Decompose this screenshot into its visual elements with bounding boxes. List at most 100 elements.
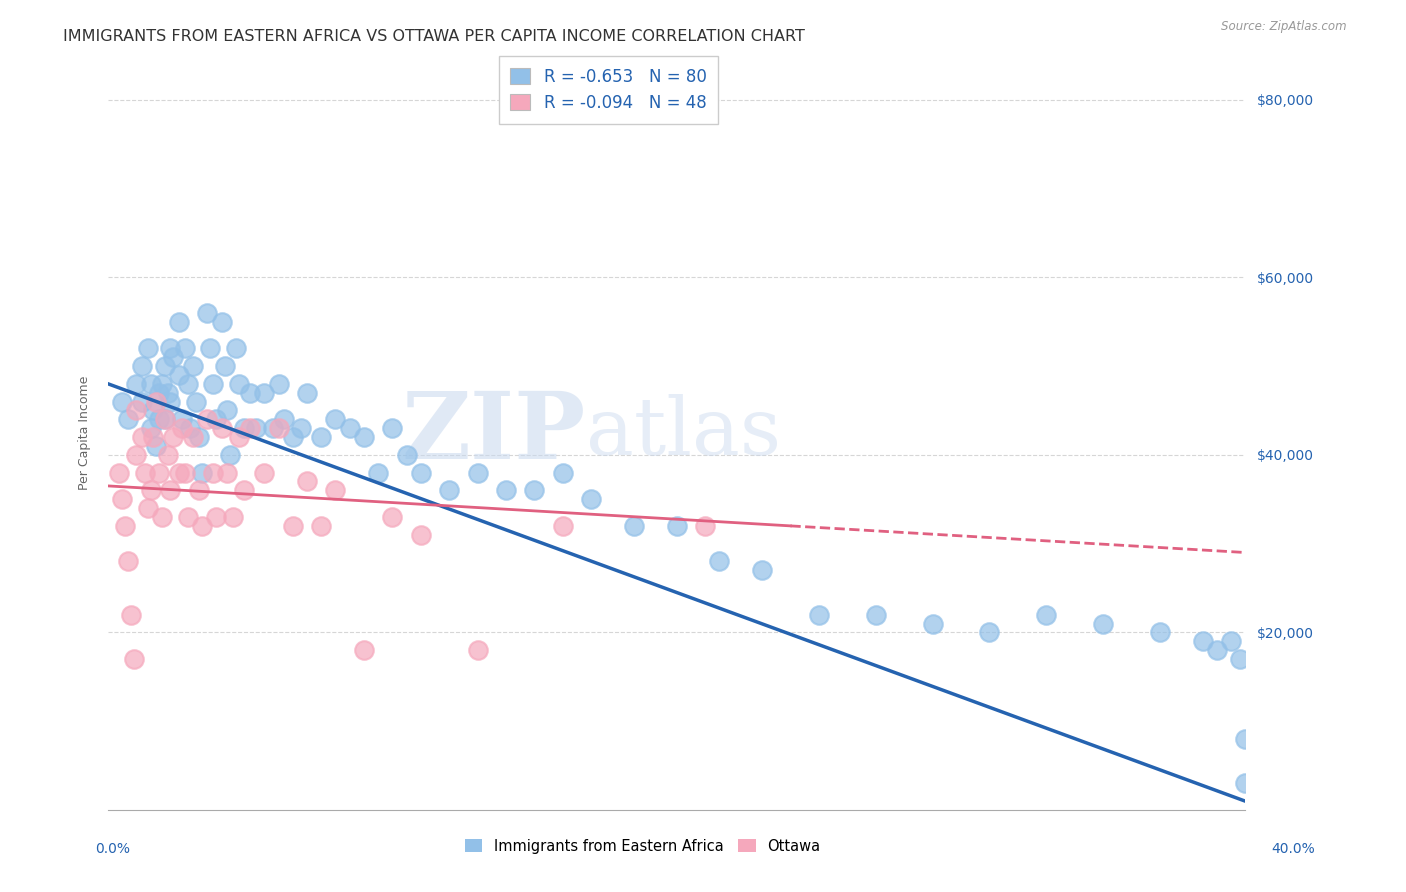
Point bbox=[253, 466, 276, 480]
Point bbox=[181, 359, 204, 373]
Point bbox=[134, 466, 156, 480]
Point bbox=[167, 368, 190, 382]
Point bbox=[623, 519, 645, 533]
Point bbox=[267, 376, 290, 391]
Point bbox=[159, 341, 181, 355]
Point bbox=[170, 412, 193, 426]
Point bbox=[233, 421, 256, 435]
Point bbox=[159, 483, 181, 498]
Point bbox=[205, 412, 228, 426]
Point bbox=[1234, 776, 1257, 790]
Point bbox=[139, 483, 162, 498]
Point bbox=[179, 421, 201, 435]
Point bbox=[125, 448, 148, 462]
Point bbox=[142, 403, 165, 417]
Point bbox=[353, 430, 375, 444]
Point bbox=[281, 519, 304, 533]
Point bbox=[156, 385, 179, 400]
Point bbox=[136, 501, 159, 516]
Point bbox=[159, 394, 181, 409]
Text: ZIP: ZIP bbox=[402, 388, 586, 477]
Point bbox=[1035, 607, 1057, 622]
Point bbox=[139, 421, 162, 435]
Point bbox=[184, 394, 207, 409]
Point bbox=[551, 519, 574, 533]
Point bbox=[325, 483, 347, 498]
Legend: R = -0.653   N = 80, R = -0.094   N = 48: R = -0.653 N = 80, R = -0.094 N = 48 bbox=[499, 56, 718, 124]
Point bbox=[467, 466, 489, 480]
Point bbox=[153, 412, 176, 426]
Point bbox=[162, 430, 184, 444]
Point bbox=[695, 519, 717, 533]
Point bbox=[139, 376, 162, 391]
Point bbox=[187, 430, 209, 444]
Text: 40.0%: 40.0% bbox=[1271, 842, 1315, 856]
Point bbox=[211, 315, 233, 329]
Point bbox=[295, 385, 318, 400]
Point bbox=[523, 483, 546, 498]
Text: Source: ZipAtlas.com: Source: ZipAtlas.com bbox=[1222, 20, 1347, 33]
Text: atlas: atlas bbox=[586, 393, 780, 472]
Point bbox=[367, 466, 389, 480]
Point bbox=[117, 412, 139, 426]
Point bbox=[409, 466, 432, 480]
Point bbox=[309, 519, 332, 533]
Point bbox=[156, 448, 179, 462]
Point bbox=[170, 421, 193, 435]
Point bbox=[1191, 634, 1213, 648]
Point bbox=[191, 519, 214, 533]
Point bbox=[228, 430, 250, 444]
Point bbox=[150, 510, 173, 524]
Point bbox=[262, 421, 284, 435]
Point bbox=[148, 385, 170, 400]
Point bbox=[197, 412, 219, 426]
Point bbox=[325, 412, 347, 426]
Point bbox=[187, 483, 209, 498]
Point bbox=[217, 466, 239, 480]
Point bbox=[176, 510, 198, 524]
Point bbox=[551, 466, 574, 480]
Point bbox=[145, 439, 167, 453]
Point bbox=[202, 466, 225, 480]
Point bbox=[228, 376, 250, 391]
Point bbox=[197, 306, 219, 320]
Point bbox=[1092, 616, 1115, 631]
Point bbox=[267, 421, 290, 435]
Point bbox=[173, 341, 195, 355]
Point bbox=[108, 466, 131, 480]
Point bbox=[181, 430, 204, 444]
Point bbox=[807, 607, 830, 622]
Point bbox=[219, 448, 242, 462]
Point bbox=[125, 403, 148, 417]
Text: 0.0%: 0.0% bbox=[96, 842, 131, 856]
Point bbox=[495, 483, 517, 498]
Point bbox=[1206, 643, 1229, 657]
Point bbox=[114, 519, 136, 533]
Text: IMMIGRANTS FROM EASTERN AFRICA VS OTTAWA PER CAPITA INCOME CORRELATION CHART: IMMIGRANTS FROM EASTERN AFRICA VS OTTAWA… bbox=[63, 29, 806, 44]
Point bbox=[153, 412, 176, 426]
Point bbox=[205, 510, 228, 524]
Point bbox=[131, 430, 153, 444]
Point bbox=[233, 483, 256, 498]
Point bbox=[1234, 732, 1257, 747]
Point bbox=[225, 341, 247, 355]
Point bbox=[395, 448, 418, 462]
Point bbox=[253, 385, 276, 400]
Point bbox=[125, 376, 148, 391]
Point bbox=[148, 412, 170, 426]
Point bbox=[142, 430, 165, 444]
Point bbox=[214, 359, 236, 373]
Point bbox=[281, 430, 304, 444]
Point bbox=[751, 563, 773, 577]
Point bbox=[167, 315, 190, 329]
Point bbox=[1229, 652, 1251, 666]
Point bbox=[409, 528, 432, 542]
Point bbox=[222, 510, 245, 524]
Point bbox=[245, 421, 267, 435]
Point bbox=[239, 385, 262, 400]
Point bbox=[117, 554, 139, 568]
Point bbox=[148, 466, 170, 480]
Point bbox=[709, 554, 731, 568]
Point bbox=[153, 359, 176, 373]
Point bbox=[353, 643, 375, 657]
